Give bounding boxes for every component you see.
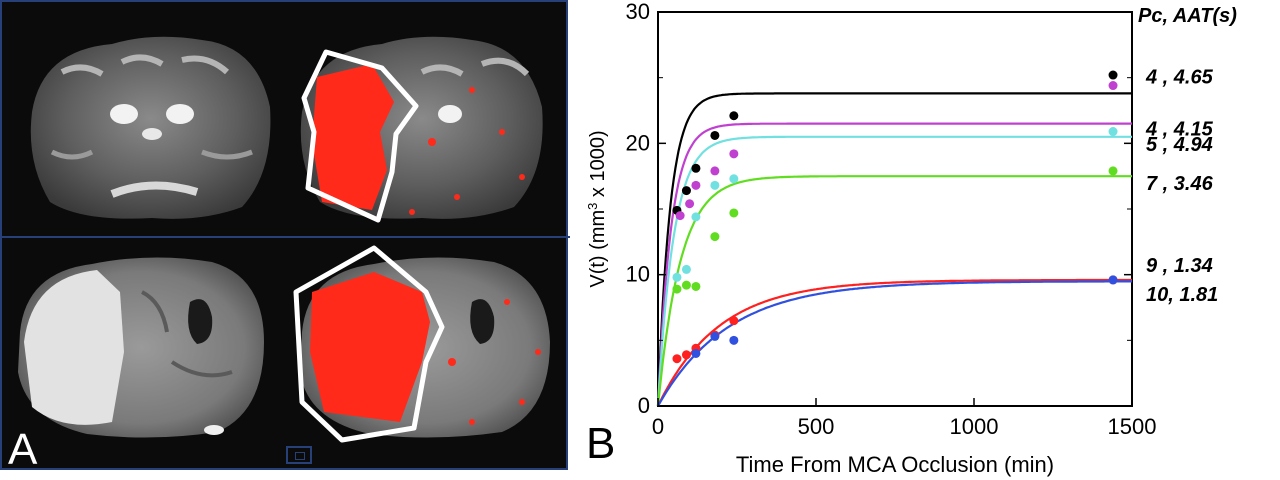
series-curves bbox=[656, 92, 1132, 407]
roi-outline-bottom bbox=[293, 245, 445, 443]
data-point bbox=[710, 331, 720, 341]
y-axis-label-tail: x 1000) bbox=[587, 130, 609, 202]
series-curve bbox=[656, 92, 1132, 407]
series-curve bbox=[657, 280, 1132, 407]
data-point bbox=[675, 211, 685, 221]
x-tick-label: 1500 bbox=[1108, 414, 1157, 439]
mri-image-grid bbox=[18, 36, 550, 443]
data-point bbox=[710, 130, 720, 140]
series-label: 10, 1.81 bbox=[1146, 284, 1218, 306]
image-bottom-right bbox=[293, 245, 550, 443]
data-point bbox=[691, 212, 701, 222]
series-points bbox=[672, 70, 1118, 364]
data-point bbox=[710, 180, 720, 190]
series-curve bbox=[656, 175, 1132, 407]
data-point bbox=[1108, 275, 1118, 285]
image-bottom-left bbox=[18, 257, 264, 438]
data-point bbox=[1108, 70, 1118, 80]
scale-marker-icon bbox=[286, 446, 312, 464]
data-point bbox=[729, 174, 739, 184]
data-point bbox=[729, 149, 739, 159]
series-label: 4 , 4.15 bbox=[1145, 119, 1214, 141]
data-point bbox=[685, 199, 695, 209]
series-curve bbox=[656, 122, 1132, 407]
series-label: 7 , 3.46 bbox=[1146, 173, 1214, 195]
image-top-right bbox=[300, 36, 543, 223]
y-tick-label: 20 bbox=[626, 130, 650, 155]
y-tick-label: 0 bbox=[638, 393, 650, 418]
y-axis-label-main: V(t) (mm bbox=[587, 210, 609, 288]
data-point bbox=[691, 163, 701, 173]
y-tick-label: 10 bbox=[626, 262, 650, 287]
data-point bbox=[710, 166, 720, 176]
data-point bbox=[710, 232, 720, 242]
series-curve bbox=[657, 278, 1132, 407]
image-divider bbox=[2, 236, 570, 238]
data-point bbox=[1108, 127, 1118, 137]
panel-a-mri-images: A bbox=[0, 0, 570, 474]
y-axis-label: V(t) (mm3 x 1000) bbox=[585, 130, 609, 287]
data-point bbox=[691, 348, 701, 358]
x-tick-label: 500 bbox=[798, 414, 835, 439]
data-point bbox=[672, 284, 682, 294]
image-top-left bbox=[30, 36, 271, 219]
series-label: 9 , 1.34 bbox=[1146, 255, 1213, 277]
legend-header: Pc, AAT(s) bbox=[1138, 5, 1237, 27]
data-point bbox=[729, 335, 739, 345]
series-labels: 4 , 4.65 4 , 4.155 , 4.94 7 , 3.46 9 , 1.34… bbox=[1145, 66, 1218, 306]
volume-time-chart: 0 500 1000 1500 0 10 20 30 4 , 4.65 4 , 4.155 , … bbox=[585, 0, 1237, 477]
data-point bbox=[672, 354, 682, 364]
data-point bbox=[691, 180, 701, 190]
roi-outline-top bbox=[301, 49, 419, 223]
series-label: 5 , 4.94 bbox=[1146, 134, 1213, 156]
data-point bbox=[672, 272, 682, 282]
panel-label-a: A bbox=[8, 425, 38, 474]
x-tick-label: 0 bbox=[652, 414, 664, 439]
series-curve bbox=[656, 135, 1132, 407]
y-axis-label-superscript: 3 bbox=[585, 203, 600, 210]
data-point bbox=[1108, 81, 1118, 91]
data-point bbox=[729, 208, 739, 218]
data-point bbox=[681, 264, 691, 274]
data-point bbox=[729, 111, 739, 121]
x-tick-label: 1000 bbox=[950, 414, 999, 439]
data-point bbox=[681, 186, 691, 196]
panel-label-b: B bbox=[586, 419, 616, 468]
axis-ticks: 0 500 1000 1500 0 10 20 30 bbox=[626, 0, 1157, 439]
y-tick-label: 30 bbox=[626, 0, 650, 24]
data-point bbox=[681, 350, 691, 360]
plot-frame bbox=[657, 11, 1133, 407]
data-point bbox=[1108, 166, 1118, 176]
data-point bbox=[691, 281, 701, 291]
data-point bbox=[681, 280, 691, 290]
x-axis-label: Time From MCA Occlusion (min) bbox=[736, 452, 1054, 477]
data-point bbox=[729, 316, 739, 326]
series-label: 4 , 4.65 bbox=[1145, 66, 1214, 88]
